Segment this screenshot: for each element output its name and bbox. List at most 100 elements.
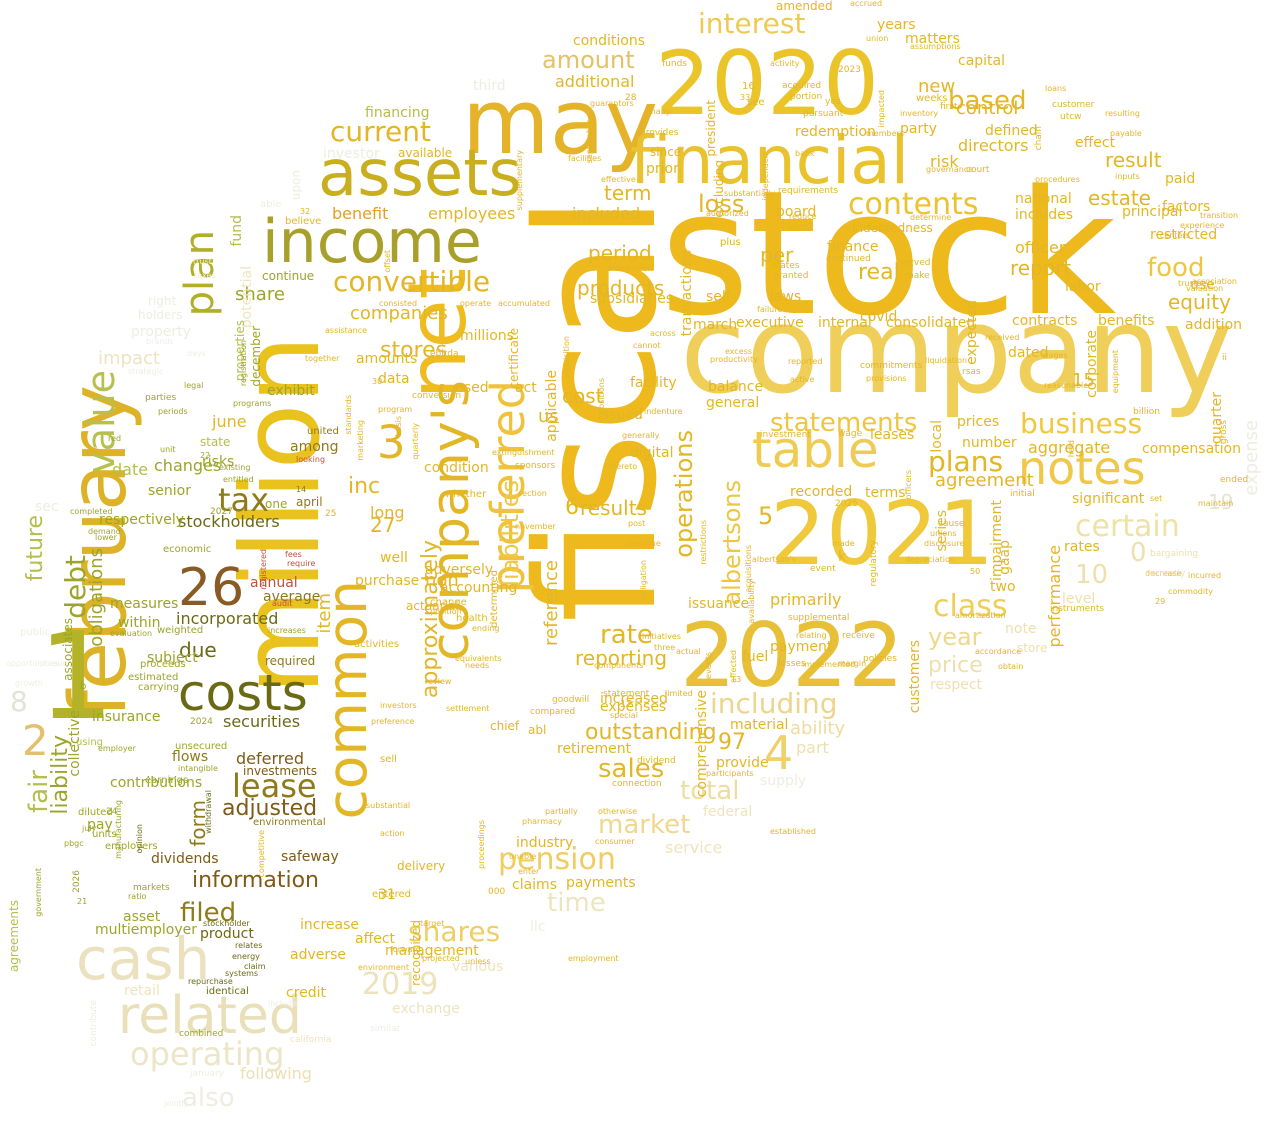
cloud-word: used: [455, 380, 489, 396]
cloud-word: national: [1015, 191, 1072, 207]
cloud-word: units: [92, 829, 117, 840]
cloud-word: flows: [172, 749, 209, 765]
cloud-word: union: [866, 34, 889, 43]
cloud-word: wages: [1042, 351, 1068, 360]
cloud-word: programs: [233, 399, 272, 408]
cloud-word: k: [838, 549, 847, 565]
cloud-word: related: [118, 986, 302, 1046]
cloud-word: 4: [764, 726, 794, 780]
cloud-word: offset: [383, 249, 392, 273]
cloud-word: productivity: [710, 355, 758, 364]
cloud-word: acquisitions: [744, 544, 753, 593]
cloud-word: securities: [223, 712, 301, 731]
cloud-word: procedures: [1035, 175, 1080, 184]
cloud-word: 000: [488, 887, 506, 897]
cloud-word: manufacturing: [114, 799, 123, 859]
cloud-word: strategic: [128, 367, 164, 376]
cloud-word: deferred: [236, 749, 304, 768]
cloud-word: accounting: [440, 580, 518, 596]
cloud-word: albertsons: [718, 479, 746, 606]
cloud-word: participants: [706, 769, 754, 778]
cloud-word: unsecured: [175, 741, 228, 752]
cloud-word: inventory: [900, 109, 939, 118]
cloud-word: united: [307, 426, 339, 437]
cloud-word: federal: [703, 804, 753, 820]
cloud-word: defined: [985, 123, 1038, 139]
cloud-word: redemption: [795, 124, 876, 140]
cloud-word: 2022: [680, 604, 904, 707]
cloud-word: fund: [229, 214, 245, 247]
cloud-word: lease: [232, 767, 317, 805]
cloud-word: include: [268, 999, 297, 1008]
cloud-word: real: [858, 260, 900, 285]
cloud-word: addition: [1185, 317, 1243, 333]
cloud-word: 28: [625, 93, 637, 103]
cloud-word: current: [330, 115, 432, 148]
cloud-word: portion: [790, 92, 823, 102]
cloud-word: payment: [770, 639, 833, 655]
cloud-word: recorded: [790, 484, 853, 500]
cloud-word: position: [430, 607, 462, 616]
cloud-word: active: [790, 375, 815, 384]
cloud-word: adverse: [290, 947, 347, 963]
cloud-word: stockholder: [203, 919, 250, 928]
cloud-word: subject: [147, 650, 198, 666]
cloud-word: ii: [1222, 353, 1228, 363]
cloud-word: 25: [325, 509, 337, 519]
cloud-word: state: [200, 435, 231, 449]
cloud-word: us: [538, 406, 559, 427]
cloud-word: stockholders: [178, 512, 280, 531]
cloud-word: completed: [70, 507, 113, 516]
cloud-word: factors: [1162, 199, 1211, 215]
cloud-word: january: [190, 1069, 224, 1079]
cloud-word: demand: [88, 527, 121, 536]
cloud-word: preference: [371, 717, 415, 726]
cloud-word: employer: [98, 744, 136, 753]
cloud-word: states: [772, 261, 800, 271]
cloud-word: indenture: [644, 407, 683, 416]
cloud-word: continue: [262, 269, 315, 283]
cloud-word: instruments: [1050, 604, 1105, 614]
cloud-word: unless: [465, 957, 491, 966]
cloud-word: settlement: [446, 704, 490, 713]
cloud-word: sec: [35, 499, 59, 515]
cloud-word: periods: [158, 407, 188, 416]
cloud-word: agreements: [7, 899, 21, 973]
cloud-word: 30: [372, 377, 383, 386]
cloud-word: needs: [465, 661, 490, 670]
cloud-word: short: [788, 223, 809, 232]
cloud-word: customer: [1052, 100, 1095, 110]
cloud-word: 21: [77, 897, 88, 906]
cloud-word: estimated: [128, 672, 179, 683]
cloud-word: initiatives: [642, 632, 681, 641]
cloud-word: products: [577, 276, 665, 300]
cloud-word: tax: [218, 481, 270, 519]
cloud-word: retail: [124, 983, 160, 999]
cloud-word: parties: [145, 393, 177, 403]
cloud-word: investors: [380, 701, 417, 710]
cloud-word: customers: [907, 639, 923, 714]
cloud-word: accumulated: [498, 299, 550, 308]
cloud-word: activities: [354, 639, 400, 650]
cloud-word: actuarial: [406, 599, 459, 613]
cloud-word: continued: [826, 254, 871, 264]
cloud-word: wage: [838, 429, 863, 439]
cloud-word: guarantors: [590, 99, 634, 108]
cloud-word: delivery: [397, 859, 446, 873]
cloud-word: self: [706, 289, 731, 305]
cloud-word: accordance: [975, 647, 1022, 656]
cloud-word: consisted: [379, 299, 418, 308]
cloud-word: provisions: [866, 374, 907, 383]
cloud-word: amount: [542, 46, 635, 74]
cloud-word: three: [654, 643, 676, 652]
cloud-word: 10: [1075, 560, 1109, 590]
cloud-word: year: [928, 623, 982, 651]
cloud-word: assistance: [325, 326, 368, 335]
cloud-word: new: [918, 76, 956, 97]
cloud-word: unit: [160, 445, 176, 454]
cloud-word: excess: [725, 347, 753, 356]
cloud-word: table: [752, 421, 879, 479]
cloud-word: employers: [105, 841, 158, 852]
cloud-word: weeks: [916, 93, 948, 104]
cloud-word: prior: [646, 161, 679, 177]
